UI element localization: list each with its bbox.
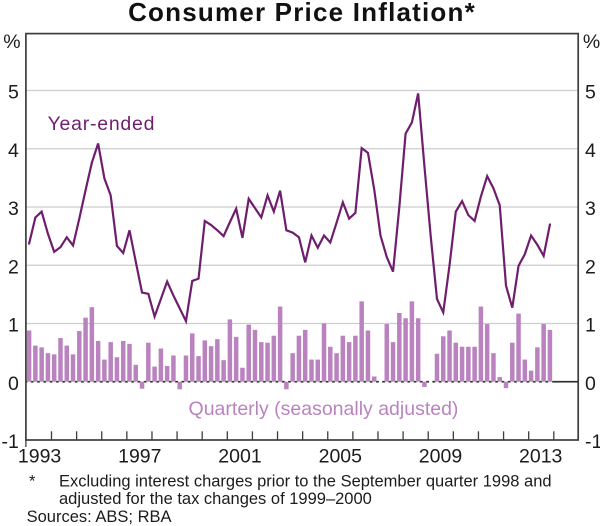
svg-text:0: 0	[8, 373, 19, 395]
svg-text:4: 4	[8, 140, 19, 162]
svg-text:Year-ended: Year-ended	[48, 113, 156, 135]
svg-text:2005: 2005	[319, 445, 363, 467]
svg-text:-1: -1	[2, 431, 19, 453]
svg-text:Quarterly (seasonally adjusted: Quarterly (seasonally adjusted)	[189, 398, 459, 420]
svg-text:2001: 2001	[218, 445, 261, 467]
svg-text:4: 4	[585, 140, 596, 162]
svg-text:2013: 2013	[519, 445, 562, 467]
svg-text:Sources: ABS; RBA: Sources: ABS; RBA	[27, 508, 172, 526]
svg-text:5: 5	[8, 82, 19, 104]
svg-text:Consumer Price Inflation*: Consumer Price Inflation*	[128, 0, 476, 27]
svg-text:%: %	[3, 31, 20, 53]
svg-text:2009: 2009	[419, 445, 462, 467]
svg-text:1: 1	[8, 315, 19, 337]
svg-text:adjusted for the tax changes o: adjusted for the tax changes of 1999–200…	[59, 490, 372, 508]
svg-text:2: 2	[8, 256, 19, 278]
svg-text:3: 3	[8, 198, 19, 220]
svg-text:5: 5	[585, 82, 596, 104]
svg-text:*: *	[29, 473, 36, 491]
svg-text:1: 1	[585, 315, 596, 337]
svg-text:1993: 1993	[18, 445, 61, 467]
svg-text:%: %	[583, 31, 600, 53]
svg-text:3: 3	[585, 198, 596, 220]
svg-text:2: 2	[585, 256, 596, 278]
svg-text:0: 0	[585, 373, 596, 395]
svg-text:Excluding interest charges pri: Excluding interest charges prior to the …	[59, 473, 552, 491]
svg-text:-1: -1	[585, 431, 600, 453]
svg-text:1997: 1997	[118, 445, 161, 467]
